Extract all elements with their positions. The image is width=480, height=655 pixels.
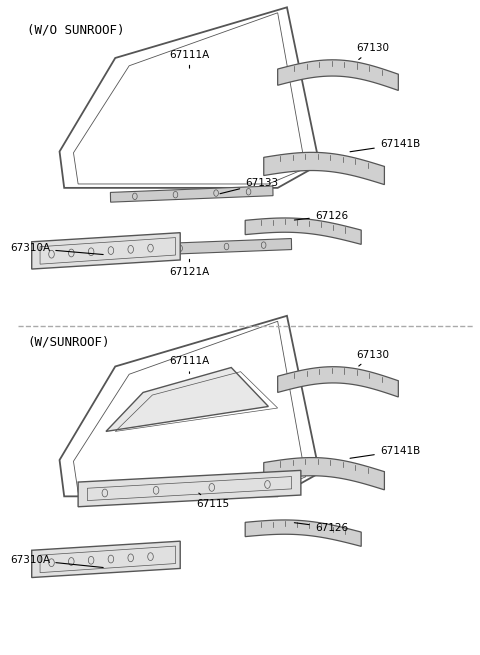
Text: 67121A: 67121A xyxy=(169,259,210,277)
Text: 67115: 67115 xyxy=(196,493,229,509)
Text: 67133: 67133 xyxy=(220,178,278,194)
Text: 67310A: 67310A xyxy=(10,243,103,255)
Polygon shape xyxy=(245,520,361,546)
Polygon shape xyxy=(32,233,180,269)
Polygon shape xyxy=(106,238,291,257)
Polygon shape xyxy=(32,541,180,578)
Text: 67111A: 67111A xyxy=(169,50,210,68)
Polygon shape xyxy=(277,60,398,90)
Text: (W/O SUNROOF): (W/O SUNROOF) xyxy=(27,24,125,37)
Text: 67130: 67130 xyxy=(357,43,390,60)
Text: 67126: 67126 xyxy=(294,211,348,221)
Text: 67130: 67130 xyxy=(357,350,390,366)
Text: 67310A: 67310A xyxy=(10,555,103,567)
Text: 67126: 67126 xyxy=(294,523,348,533)
Text: 67141B: 67141B xyxy=(350,446,420,458)
Text: 67141B: 67141B xyxy=(350,140,420,152)
Polygon shape xyxy=(277,367,398,397)
Polygon shape xyxy=(245,218,361,244)
Polygon shape xyxy=(264,153,384,185)
Polygon shape xyxy=(106,367,268,432)
Polygon shape xyxy=(264,458,384,490)
Text: 67111A: 67111A xyxy=(169,356,210,373)
Polygon shape xyxy=(78,470,301,507)
Text: (W/SUNROOF): (W/SUNROOF) xyxy=(27,336,109,349)
Polygon shape xyxy=(110,186,273,202)
